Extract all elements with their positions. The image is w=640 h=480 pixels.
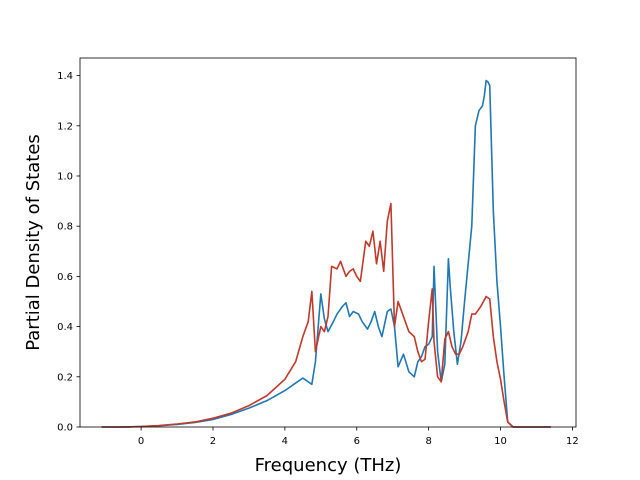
y-tick-label: 0.6 (57, 272, 73, 283)
y-tick-label: 0.8 (57, 222, 73, 233)
x-axis-title: Frequency (THz) (255, 455, 402, 476)
plot-lines (101, 79, 551, 428)
x-tick-label: 4 (282, 436, 288, 447)
y-tick-label: 0.0 (57, 423, 73, 434)
x-tick-label: 0 (138, 436, 144, 447)
x-tick-label: 10 (494, 436, 507, 447)
y-axis-title: Partial Density of States (23, 134, 44, 351)
y-tick-label: 0.4 (57, 322, 73, 333)
y-tick-label: 1.0 (57, 171, 73, 182)
plot-frame (79, 57, 577, 428)
y-axis: 0.0 0.2 0.4 0.6 0.8 1.0 1.2 1.4 (57, 71, 80, 434)
x-tick-label: 6 (354, 436, 360, 447)
y-tick-label: 1.4 (57, 71, 73, 82)
x-tick-label: 12 (566, 436, 579, 447)
series-line-2 (101, 202, 551, 428)
y-tick-label: 0.2 (57, 372, 73, 383)
x-tick-label: 8 (425, 436, 431, 447)
series-line-1 (101, 79, 551, 428)
y-tick-label: 1.2 (57, 121, 73, 132)
x-tick-label: 2 (210, 436, 216, 447)
x-axis: 0 2 4 6 8 10 12 (138, 427, 579, 447)
